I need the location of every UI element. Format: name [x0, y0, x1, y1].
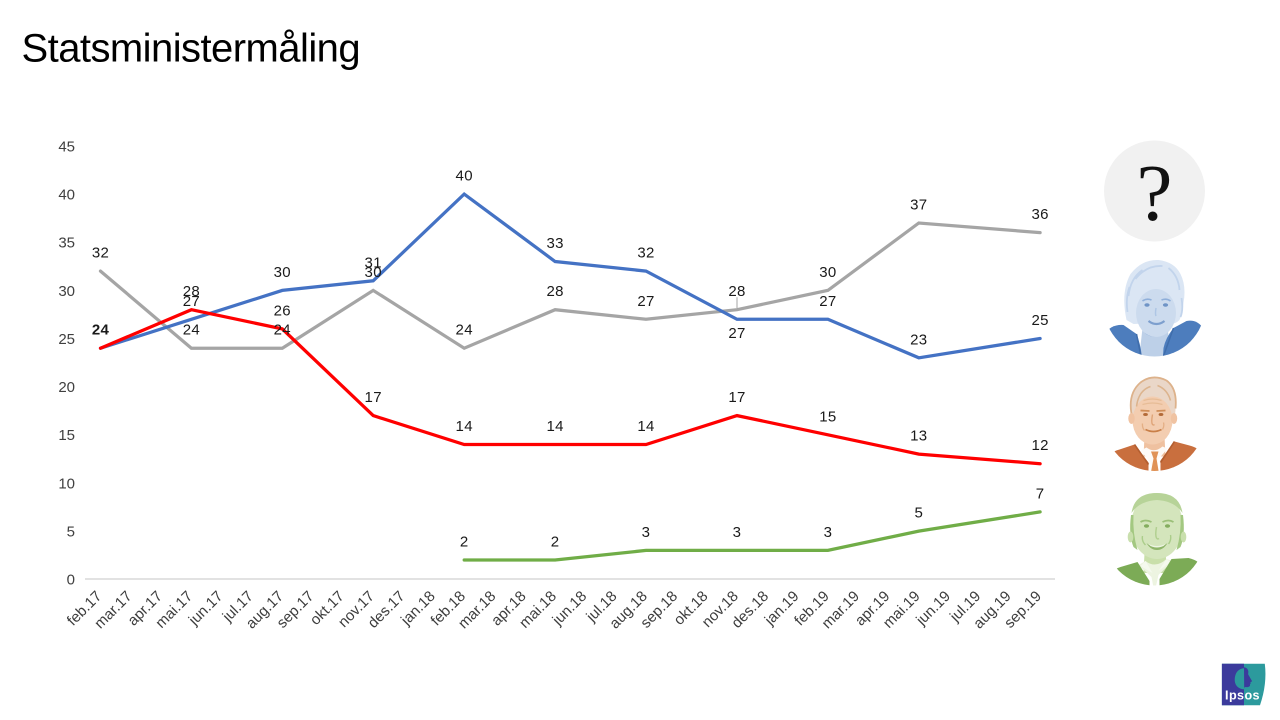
svg-text:23: 23: [910, 331, 927, 348]
svg-text:2: 2: [551, 534, 560, 551]
svg-text:27: 27: [728, 325, 745, 342]
svg-text:27: 27: [183, 293, 200, 310]
svg-text:26: 26: [274, 302, 291, 319]
svg-text:14: 14: [546, 418, 563, 435]
svg-text:0: 0: [67, 572, 75, 589]
svg-text:24: 24: [183, 322, 200, 339]
svg-text:37: 37: [910, 197, 927, 214]
svg-text:13: 13: [910, 428, 927, 445]
svg-text:15: 15: [819, 408, 836, 425]
svg-text:7: 7: [1036, 485, 1045, 502]
svg-text:30: 30: [819, 264, 836, 281]
svg-text:25: 25: [58, 331, 75, 348]
svg-text:25: 25: [1031, 312, 1048, 329]
svg-text:?: ?: [1137, 148, 1173, 238]
svg-text:28: 28: [546, 283, 563, 300]
svg-text:24: 24: [456, 322, 473, 339]
svg-text:31: 31: [365, 254, 382, 271]
svg-text:17: 17: [365, 389, 382, 406]
svg-text:10: 10: [58, 475, 75, 492]
svg-text:15: 15: [58, 427, 75, 444]
svg-text:30: 30: [365, 264, 382, 281]
svg-text:32: 32: [637, 245, 654, 262]
svg-text:14: 14: [637, 418, 654, 435]
svg-text:5: 5: [914, 505, 923, 522]
svg-text:5: 5: [67, 524, 75, 541]
svg-text:Ipsos: Ipsos: [1225, 688, 1260, 702]
svg-text:Statsministermåling: Statsministermåling: [22, 27, 361, 71]
svg-text:24: 24: [274, 322, 291, 339]
svg-text:28: 28: [183, 283, 200, 300]
svg-text:2: 2: [460, 534, 469, 551]
svg-text:27: 27: [637, 293, 654, 310]
svg-text:17: 17: [728, 389, 745, 406]
svg-text:3: 3: [642, 524, 651, 541]
svg-text:3: 3: [733, 524, 742, 541]
svg-text:45: 45: [58, 138, 75, 155]
svg-text:32: 32: [92, 245, 109, 262]
svg-text:35: 35: [58, 235, 75, 252]
svg-text:40: 40: [456, 168, 473, 185]
svg-text:28: 28: [728, 283, 745, 300]
svg-text:30: 30: [274, 264, 291, 281]
svg-text:36: 36: [1031, 206, 1048, 223]
svg-text:3: 3: [824, 524, 833, 541]
svg-text:14: 14: [456, 418, 473, 435]
svg-text:27: 27: [819, 293, 836, 310]
svg-text:30: 30: [58, 283, 75, 300]
svg-text:20: 20: [58, 379, 75, 396]
svg-text:24: 24: [92, 322, 110, 339]
svg-text:40: 40: [58, 187, 75, 204]
svg-text:12: 12: [1031, 437, 1048, 454]
svg-text:33: 33: [546, 235, 563, 252]
